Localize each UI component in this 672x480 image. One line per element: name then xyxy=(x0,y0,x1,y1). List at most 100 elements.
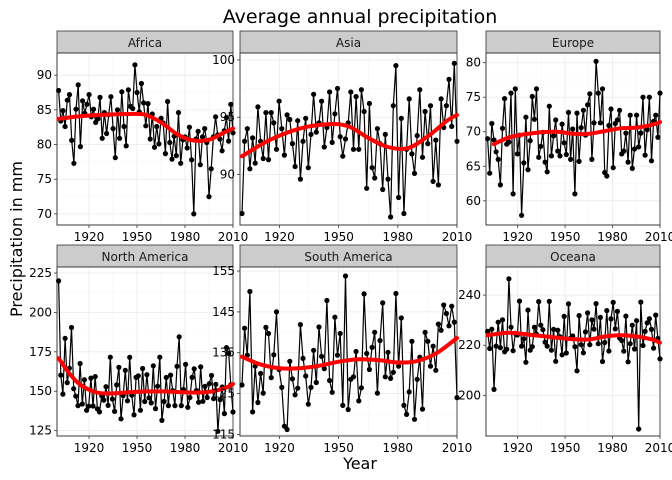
data-point xyxy=(574,368,580,374)
y-axis-title: Precipitation in mm xyxy=(7,161,26,317)
data-point xyxy=(311,91,317,97)
data-point xyxy=(223,345,230,351)
data-point xyxy=(536,299,542,305)
data-point xyxy=(230,409,236,415)
data-point xyxy=(156,141,162,147)
data-point xyxy=(95,116,101,122)
data-point xyxy=(71,160,77,166)
data-point xyxy=(597,314,604,320)
data-point xyxy=(551,133,557,139)
data-point xyxy=(536,154,542,160)
data-point xyxy=(122,367,128,373)
data-point xyxy=(108,94,114,100)
facet-strip-label: Asia xyxy=(336,36,361,50)
data-point xyxy=(372,329,378,335)
data-point xyxy=(438,96,444,102)
data-point xyxy=(433,367,439,373)
data-point xyxy=(533,86,540,92)
data-point xyxy=(619,337,625,344)
data-point xyxy=(356,398,362,404)
x-tick-label: 1980 xyxy=(170,441,201,455)
data-point xyxy=(589,317,595,323)
data-point xyxy=(198,364,204,370)
data-point xyxy=(178,160,184,166)
data-point xyxy=(119,89,125,95)
data-point xyxy=(96,409,103,415)
data-point xyxy=(184,145,190,151)
data-point xyxy=(142,398,148,405)
data-point xyxy=(311,347,317,353)
data-point xyxy=(401,402,407,408)
data-point xyxy=(308,384,314,390)
data-point xyxy=(140,365,146,372)
data-point xyxy=(295,118,301,124)
data-point xyxy=(132,62,138,68)
data-point xyxy=(398,315,404,321)
x-tick-label: 1950 xyxy=(323,441,354,455)
data-point xyxy=(75,82,81,88)
data-point xyxy=(197,162,203,168)
data-point xyxy=(493,149,499,155)
data-point xyxy=(327,89,333,95)
data-point xyxy=(73,106,79,112)
data-point xyxy=(342,273,349,279)
data-point xyxy=(393,290,399,297)
facet-asia: Asia 1920 1950 1980 2010 90 95 100 xyxy=(212,30,472,244)
panel-border xyxy=(56,52,234,226)
data-point xyxy=(599,86,606,92)
data-point xyxy=(118,416,124,422)
y-tick-label: 225 xyxy=(29,266,52,280)
data-point xyxy=(523,114,529,120)
data-point xyxy=(208,372,215,379)
data-point xyxy=(303,373,309,379)
data-point xyxy=(134,89,140,96)
data-point xyxy=(345,406,351,413)
data-point xyxy=(422,108,428,115)
data-point xyxy=(191,211,197,217)
facet-strip-label: Oceana xyxy=(550,250,596,264)
data-point xyxy=(242,325,248,331)
data-point xyxy=(279,384,285,390)
data-point xyxy=(574,110,580,116)
data-point xyxy=(154,123,160,130)
data-point xyxy=(88,375,94,381)
data-point xyxy=(614,117,621,123)
data-point xyxy=(606,348,612,354)
data-point xyxy=(638,130,644,136)
data-point xyxy=(219,148,225,154)
data-point xyxy=(621,348,627,354)
data-point xyxy=(168,372,174,378)
data-point xyxy=(544,343,550,349)
data-point xyxy=(230,130,236,136)
data-point xyxy=(176,334,182,340)
data-point xyxy=(228,101,234,107)
data-point xyxy=(404,411,410,417)
data-point xyxy=(557,153,563,159)
data-point xyxy=(58,372,64,378)
data-point xyxy=(146,395,152,401)
data-point xyxy=(81,377,87,383)
data-point xyxy=(499,125,506,131)
data-point xyxy=(175,110,182,116)
facet-panels: Africa 1920 1950 1980 2010 70 75 80 85 90 Asia 1920… xyxy=(29,30,672,455)
data-point xyxy=(117,135,123,141)
x-tick-label: 2010 xyxy=(218,441,249,455)
data-point xyxy=(366,366,372,373)
data-point xyxy=(268,110,274,116)
data-point xyxy=(631,346,638,352)
data-point xyxy=(648,158,655,164)
data-point xyxy=(69,137,75,143)
y-tick-label: 85 xyxy=(37,103,52,117)
data-point xyxy=(213,381,219,387)
y-tick-label: 125 xyxy=(212,387,235,401)
data-point xyxy=(396,194,402,201)
data-point xyxy=(604,308,610,314)
data-point xyxy=(495,156,501,162)
data-point xyxy=(380,300,386,306)
data-point xyxy=(342,136,349,142)
x-tick-label: 1950 xyxy=(122,441,153,455)
data-point xyxy=(131,412,137,418)
data-point xyxy=(653,112,659,118)
data-point xyxy=(608,106,614,112)
